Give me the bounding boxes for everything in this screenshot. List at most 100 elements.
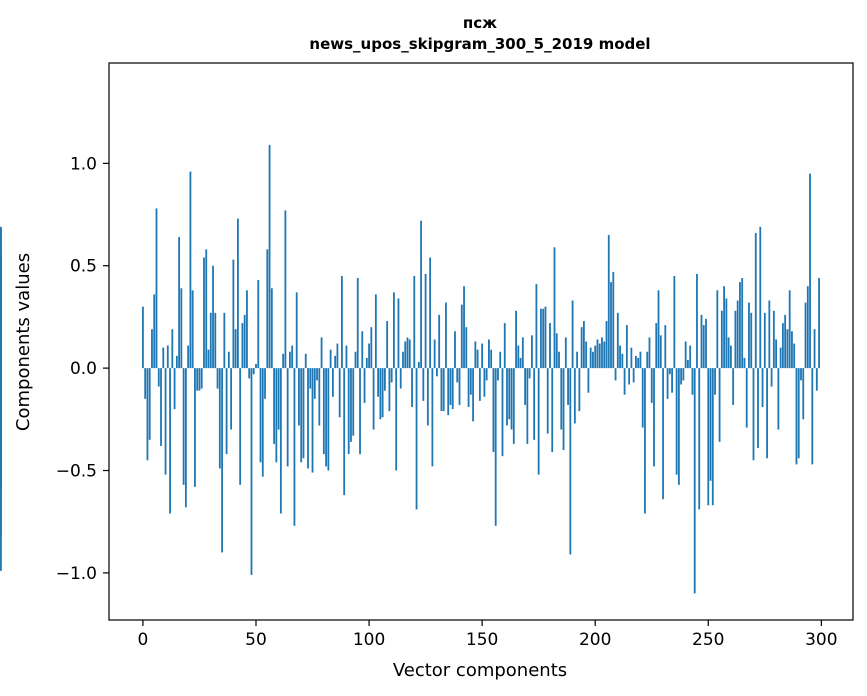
bar [535,284,538,369]
bar [157,368,160,387]
bar [230,368,233,430]
bar [483,368,486,397]
bar [322,368,325,455]
bar [189,171,192,369]
x-axis-label: Vector components [393,660,567,681]
bar [151,329,153,369]
plot-area-frame [108,62,854,621]
x-axis-ticks: 0 50 100 150 200 250 300 [138,620,838,650]
bar [304,353,307,369]
bar [564,337,567,369]
bar [438,314,441,369]
bar [422,368,425,401]
bar [356,278,359,369]
bar [503,323,506,369]
x-tick-label: 100 [353,630,385,650]
bar [560,368,563,430]
bar [641,368,644,428]
bar [390,368,393,383]
bar [623,368,626,395]
bar [567,368,569,405]
bar [343,368,346,496]
bar [311,368,314,473]
y-tick-label: 1.0 [70,154,97,174]
bar [497,368,499,381]
bar [766,368,768,459]
bar [146,368,149,461]
bar [506,368,508,426]
bar [318,368,321,426]
bar [580,327,583,369]
bar [793,343,796,369]
bar [234,329,237,369]
bar [300,368,303,463]
bar [345,345,348,369]
bar [558,351,560,369]
bar [682,368,685,381]
bar [546,368,549,434]
bar [490,349,493,369]
bar [374,294,377,369]
bar [413,275,416,369]
bar [264,368,266,399]
bar [650,368,653,403]
bar [352,368,355,436]
bar [180,288,183,369]
bar [0,226,2,369]
bar [544,306,547,369]
bar [420,220,422,369]
bar [268,144,271,369]
bar [361,331,364,369]
bar [657,290,660,369]
bar [804,302,807,369]
bar [596,339,599,369]
bar [711,368,714,506]
bar [377,368,380,397]
x-tick-label: 200 [579,630,611,650]
bar [727,337,730,369]
bar [277,368,280,430]
bar [406,337,409,369]
bar [630,347,633,369]
bar [239,368,242,485]
bar [383,368,386,391]
bar [585,341,588,369]
bar [472,368,474,422]
bar [605,321,608,369]
bar [759,226,762,369]
bar [671,368,673,393]
bar [519,357,522,369]
bar [291,345,294,369]
bar [677,368,680,485]
chart-subtitle: news_upos_skipgram_300_5_2019 model [309,35,650,53]
bar [463,286,465,369]
bar [415,368,418,510]
bar [664,325,667,369]
bar [698,368,701,510]
y-tick-label: −0.5 [56,462,97,482]
bar [582,321,585,369]
bar [512,368,515,444]
bar [594,345,597,369]
chart-title: псж [463,14,497,32]
bar [243,314,246,369]
bar [555,333,558,369]
bar [162,347,165,369]
bar [474,341,477,369]
bar [542,308,545,369]
bar [818,278,820,369]
bar [331,368,334,397]
bar [725,298,728,369]
bar [417,361,420,369]
bar [524,368,526,405]
bar [815,368,818,391]
bar [440,368,443,412]
bar [748,302,750,369]
bar [467,368,470,408]
x-tick-label: 0 [138,630,149,650]
bar [576,351,579,369]
bar [492,368,495,453]
bar [517,345,520,369]
bar [368,343,370,369]
